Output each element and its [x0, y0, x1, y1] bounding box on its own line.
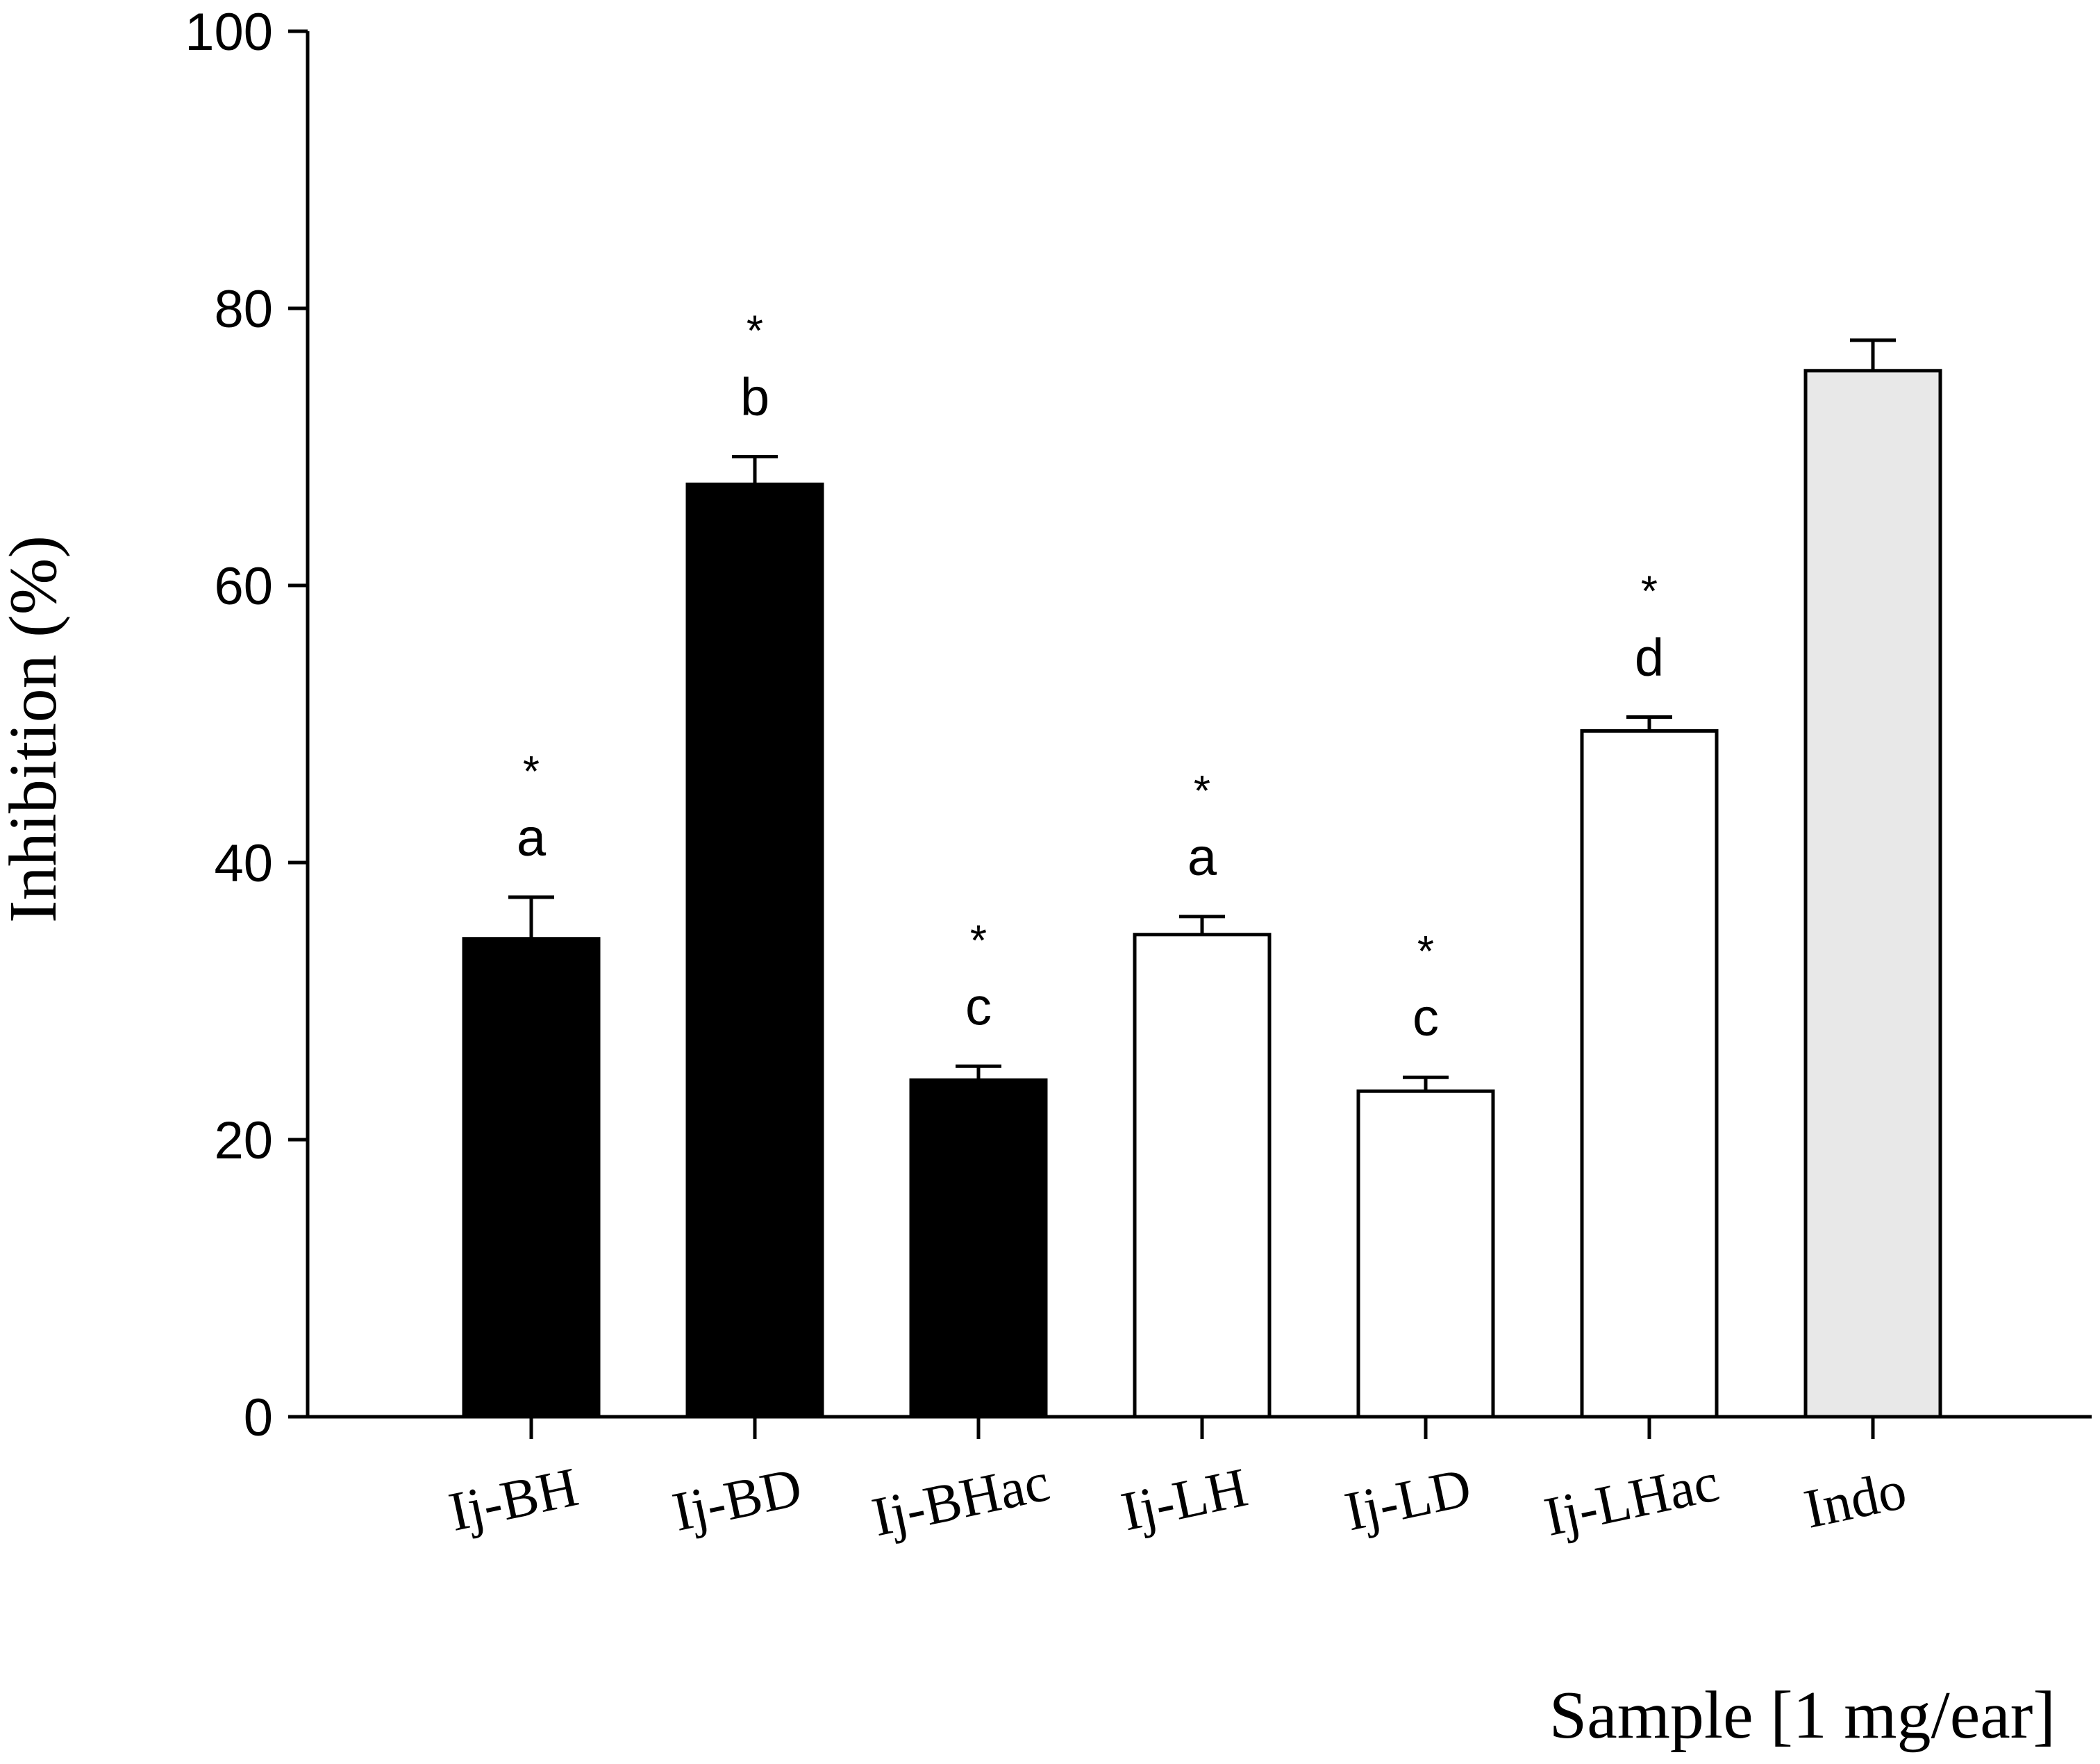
category-label: Ij-BHac	[867, 1451, 1054, 1549]
significance-letter: a	[1188, 828, 1217, 887]
category-label: Ij-LD	[1340, 1457, 1476, 1543]
significance-star: *	[1194, 767, 1210, 815]
y-axis: 0 20 40 60 80 100	[185, 3, 310, 1447]
significance-annotations: a * b * c * a * c * d *	[517, 307, 1664, 1047]
category-label: Ij-BH	[444, 1456, 583, 1543]
category-label: Ij-BD	[667, 1456, 807, 1543]
y-tick-label: 100	[185, 3, 273, 62]
y-axis-title: Inhibition (%)	[0, 535, 71, 923]
significance-star: *	[1417, 928, 1434, 976]
significance-star: *	[1641, 568, 1658, 616]
y-tick-label: 40	[214, 834, 273, 893]
bars	[462, 338, 1942, 1419]
bar-indo	[1803, 369, 1942, 1419]
y-tick-label: 20	[214, 1111, 273, 1170]
category-label: Indo	[1799, 1459, 1912, 1540]
bar-ij-lhac	[1580, 729, 1719, 1419]
significance-star: *	[970, 917, 987, 965]
significance-letter: a	[517, 808, 547, 867]
x-axis	[306, 1415, 2092, 1439]
bar-ij-lh	[1133, 933, 1272, 1419]
bar-ij-ld	[1356, 1089, 1495, 1419]
significance-star: *	[747, 307, 763, 355]
significance-letter: c	[965, 977, 992, 1036]
bar-ij-bh	[462, 937, 601, 1419]
bar-ij-bhac	[909, 1078, 1048, 1419]
significance-letter: c	[1412, 988, 1439, 1047]
significance-letter: b	[740, 367, 769, 426]
significance-letter: d	[1635, 629, 1664, 688]
y-tick-label: 0	[244, 1388, 273, 1447]
category-label: Ij-LH	[1116, 1457, 1252, 1543]
category-label: Ij-LHac	[1540, 1451, 1724, 1548]
y-tick-label: 80	[214, 280, 273, 339]
bar-ij-bd	[685, 482, 824, 1419]
y-tick-label: 60	[214, 557, 273, 616]
x-axis-title: Sample [1 mg/ear]	[1549, 1678, 2056, 1753]
category-labels: Ij-BH Ij-BD Ij-BHac Ij-LH Ij-LD Ij-LHac Indo	[444, 1451, 1911, 1549]
significance-star: *	[523, 748, 540, 796]
